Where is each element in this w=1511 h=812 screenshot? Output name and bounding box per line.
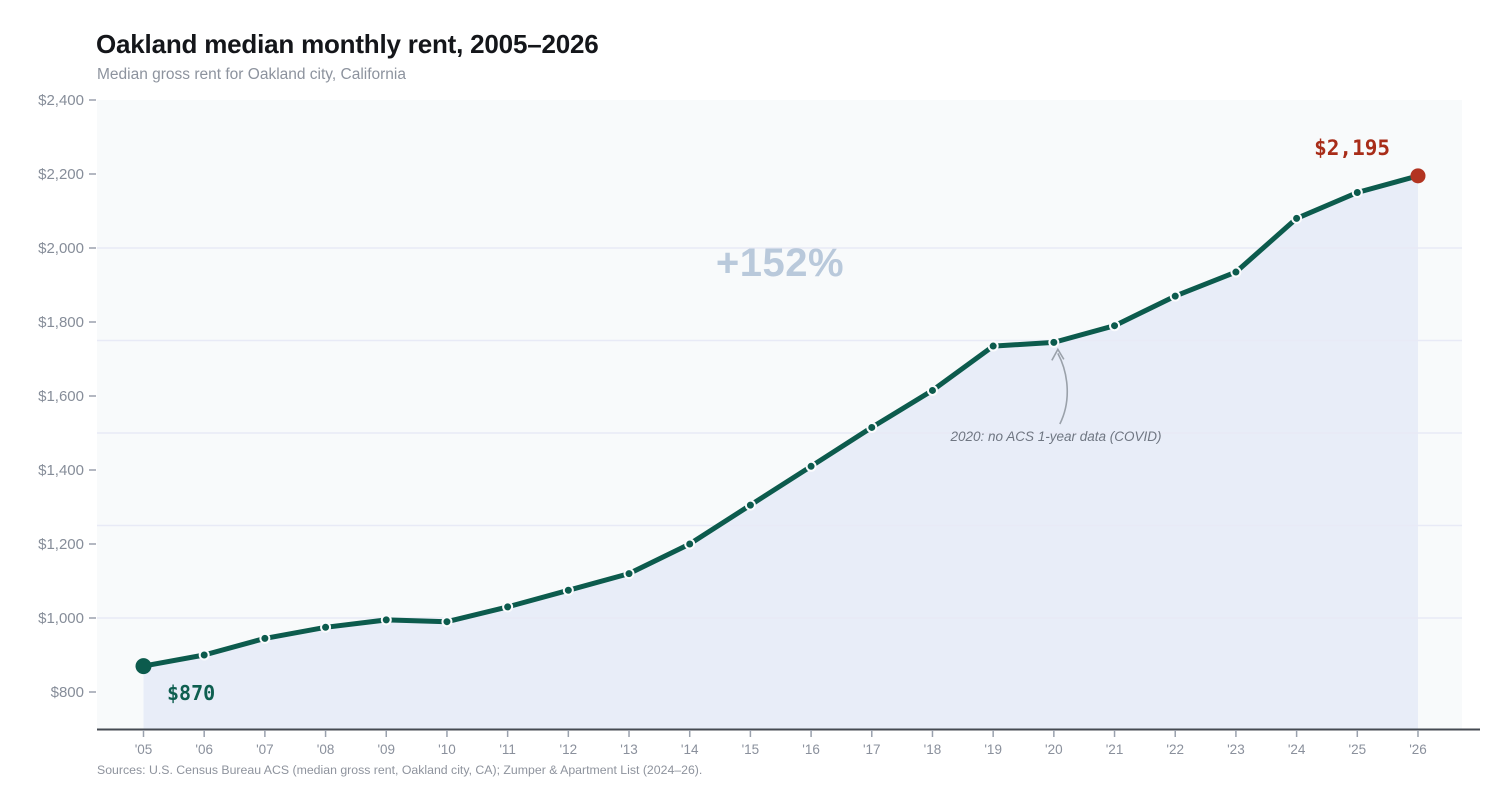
data-point (441, 616, 453, 628)
data-point (1109, 320, 1121, 332)
y-tick-label: $1,400 (38, 462, 84, 479)
data-point (684, 538, 696, 550)
x-tick-label: '11 (499, 742, 516, 757)
x-tick-label: '21 (1106, 742, 1124, 757)
y-tick-label: $2,000 (38, 240, 84, 257)
data-point (1351, 187, 1363, 198)
start-value-label: $870 (167, 681, 216, 705)
x-tick-label: '19 (984, 742, 1002, 757)
data-point (1048, 336, 1060, 348)
area-fill (143, 175, 1418, 729)
y-tick-label: $1,800 (38, 314, 84, 331)
end-point (1410, 168, 1426, 184)
x-tick-label: '18 (924, 742, 942, 757)
y-tick-label: $1,200 (38, 536, 84, 553)
data-point (502, 601, 514, 613)
data-point (1291, 212, 1303, 224)
data-point (320, 621, 332, 633)
page-subtitle: Median gross rent for Oakland city, Cali… (97, 66, 406, 83)
covid-annotation: 2020: no ACS 1-year data (COVID) (950, 429, 1162, 444)
y-tick-label: $800 (51, 684, 84, 701)
x-tick-label: '22 (1166, 742, 1184, 757)
data-point (987, 340, 999, 352)
data-point (805, 460, 817, 472)
x-tick-label: '12 (560, 742, 578, 757)
y-tick-label: $2,200 (38, 166, 84, 183)
data-point (744, 499, 756, 511)
start-point (135, 658, 152, 675)
x-tick-label: '07 (256, 742, 274, 757)
x-tick-label: '15 (742, 742, 760, 757)
data-point (866, 421, 878, 433)
percent-change-watermark: +152% (715, 241, 845, 285)
data-point (1230, 266, 1242, 278)
data-point (562, 584, 574, 596)
data-point (926, 384, 938, 396)
x-tick-label: '24 (1288, 742, 1306, 757)
x-tick-label: '05 (135, 742, 153, 757)
x-tick-label: '14 (681, 742, 699, 757)
x-tick-label: '23 (1227, 742, 1245, 757)
rent-line (141, 173, 1421, 669)
x-tick-label: '16 (802, 742, 820, 757)
annotation-arrowhead (1051, 347, 1065, 361)
x-tick-label: '26 (1409, 742, 1427, 757)
y-tick-label: $1,600 (38, 388, 84, 405)
end-value-label: $2,195 (1314, 136, 1390, 160)
data-point (259, 632, 271, 644)
data-point (623, 568, 635, 580)
x-tick-label: '06 (195, 742, 213, 757)
x-tick-label: '09 (377, 742, 395, 757)
annotation-arrow (1057, 352, 1069, 425)
data-point (198, 649, 210, 661)
data-point (380, 614, 392, 626)
x-tick-label: '25 (1349, 742, 1367, 757)
x-tick-label: '10 (438, 742, 456, 757)
x-tick-label: '20 (1045, 742, 1063, 757)
x-tick-label: '17 (863, 742, 881, 757)
x-tick-label: '13 (620, 742, 638, 757)
data-point (1169, 290, 1181, 302)
page-title: Oakland median monthly rent, 2005–2026 (96, 29, 599, 59)
x-tick-label: '08 (317, 742, 335, 757)
sources-footnote: Sources: U.S. Census Bureau ACS (median … (97, 763, 703, 777)
y-tick-label: $1,000 (38, 610, 84, 627)
y-tick-label: $2,400 (38, 92, 84, 109)
